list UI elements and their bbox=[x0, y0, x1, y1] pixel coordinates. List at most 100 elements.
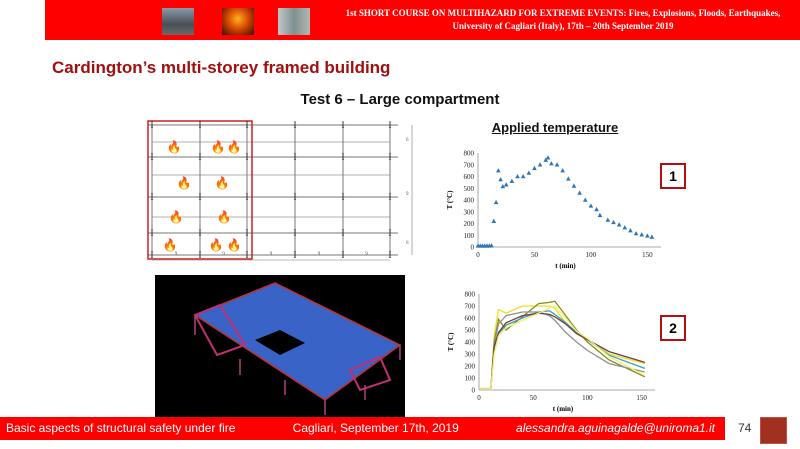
slide-title: Cardington’s multi-storey framed buildin… bbox=[52, 58, 391, 77]
column-marker: I bbox=[389, 120, 392, 130]
y-tick-label: 100 bbox=[464, 232, 475, 240]
data-point bbox=[520, 174, 526, 179]
y-tick-label: 400 bbox=[465, 339, 476, 347]
column-marker: I bbox=[294, 228, 297, 238]
y-tick-label: 200 bbox=[465, 363, 476, 371]
x-tick-label: 100 bbox=[586, 251, 597, 259]
dimension-label: 9 bbox=[406, 192, 409, 197]
footer-email[interactable]: alessandra.aguinagalde@uniroma1.it bbox=[516, 421, 715, 435]
column-marker: I bbox=[294, 250, 297, 260]
column-marker: I bbox=[342, 250, 345, 260]
column-marker: I bbox=[389, 228, 392, 238]
x-tick-label: 50 bbox=[530, 394, 538, 402]
y-tick-label: 700 bbox=[465, 303, 476, 311]
data-point bbox=[543, 157, 549, 162]
y-tick-label: 300 bbox=[465, 351, 476, 359]
data-point bbox=[489, 243, 494, 248]
data-point bbox=[500, 183, 506, 189]
data-point bbox=[496, 168, 501, 173]
data-point bbox=[639, 232, 645, 237]
column-marker: I bbox=[342, 192, 345, 202]
column-marker: I bbox=[294, 120, 297, 130]
data-point bbox=[605, 217, 611, 222]
data-point bbox=[549, 161, 554, 166]
y-tick-label: 800 bbox=[464, 150, 475, 158]
data-point bbox=[566, 176, 571, 181]
series-line bbox=[479, 312, 646, 389]
footer-banner: Basic aspects of structural safety under… bbox=[0, 417, 725, 440]
applied-temperature-chart: 0 100 200 300 400 500 600 700 800 0 50 100 150 t (min… bbox=[446, 150, 661, 270]
column-marker: I bbox=[342, 152, 345, 162]
data-point bbox=[577, 190, 582, 195]
data-point bbox=[588, 203, 594, 208]
column-marker: I bbox=[342, 120, 345, 130]
data-point bbox=[491, 218, 497, 223]
y-tick-label: 500 bbox=[465, 327, 476, 335]
data-point bbox=[537, 162, 543, 167]
data-point bbox=[493, 199, 499, 205]
y-tick-label: 0 bbox=[472, 387, 476, 395]
column-marker: I bbox=[151, 228, 154, 238]
data-point bbox=[545, 155, 551, 160]
y-tick-label: 600 bbox=[465, 315, 476, 323]
measured-temperature-chart: 0 100 200 300 400 500 600 700 800 0 50 100 150 t (min… bbox=[447, 291, 655, 413]
data-point bbox=[571, 183, 577, 188]
y-tick-label: 0 bbox=[471, 244, 475, 252]
course-title-line2: University of Cagliari (Italy), 17th – 2… bbox=[452, 21, 674, 31]
column-marker: I bbox=[342, 228, 345, 238]
data-point bbox=[554, 162, 560, 167]
hazard-image-flood bbox=[278, 8, 310, 35]
dimension-label: 9 bbox=[318, 252, 321, 257]
column-marker: I bbox=[389, 152, 392, 162]
data-point bbox=[616, 222, 622, 227]
page-number: 74 bbox=[738, 421, 752, 435]
x-tick-label: 0 bbox=[476, 251, 480, 259]
course-title: 1st SHORT COURSE ON MULTIHAZARD FOR EXTR… bbox=[333, 7, 793, 33]
series-line bbox=[479, 311, 645, 389]
column-marker: I bbox=[151, 152, 154, 162]
fire-icon: 🔥 bbox=[177, 176, 192, 190]
column-marker: I bbox=[199, 192, 202, 202]
column-marker: I bbox=[294, 152, 297, 162]
dimension-label: 9 bbox=[270, 252, 273, 257]
x-axis-label: t (min) bbox=[555, 262, 576, 270]
x-axis-label: t (min) bbox=[553, 405, 574, 413]
slide-subtitle: Test 6 – Large compartment bbox=[300, 91, 500, 108]
column-marker: I bbox=[246, 192, 249, 202]
column-marker: I bbox=[199, 152, 202, 162]
fire-icon: 🔥 bbox=[209, 238, 224, 252]
data-point bbox=[560, 168, 565, 173]
data-point bbox=[515, 174, 520, 179]
column-marker: I bbox=[246, 120, 249, 130]
series-line bbox=[479, 305, 646, 389]
column-marker: I bbox=[294, 192, 297, 202]
hazard-image-fire bbox=[222, 8, 254, 35]
data-point bbox=[532, 165, 537, 171]
dimension-label: 9 bbox=[365, 252, 368, 257]
y-tick-label: 300 bbox=[464, 208, 475, 216]
y-tick-label: 100 bbox=[465, 375, 476, 383]
column-marker: I bbox=[389, 192, 392, 202]
university-logo bbox=[760, 417, 787, 444]
y-tick-label: 500 bbox=[464, 185, 475, 193]
data-point bbox=[645, 233, 650, 238]
dimension-label: 9 bbox=[175, 252, 178, 257]
fire-icon: 🔥 bbox=[227, 238, 242, 252]
chart1-title: Applied temperature bbox=[491, 120, 619, 135]
x-tick-label: 150 bbox=[642, 251, 653, 259]
data-point bbox=[582, 197, 588, 202]
column-marker: I bbox=[246, 152, 249, 162]
data-point bbox=[649, 234, 655, 239]
column-marker: I bbox=[199, 228, 202, 238]
column-marker: I bbox=[199, 120, 202, 130]
series-line bbox=[479, 310, 646, 389]
fire-icon: 🔥 bbox=[163, 238, 178, 252]
data-point bbox=[597, 212, 603, 218]
x-tick-label: 0 bbox=[477, 394, 481, 402]
data-point bbox=[628, 228, 633, 233]
fire-icon: 🔥 bbox=[169, 210, 184, 224]
data-point bbox=[498, 176, 503, 182]
x-tick-label: 150 bbox=[636, 394, 647, 402]
column-marker: I bbox=[246, 250, 249, 260]
column-marker: I bbox=[151, 192, 154, 202]
